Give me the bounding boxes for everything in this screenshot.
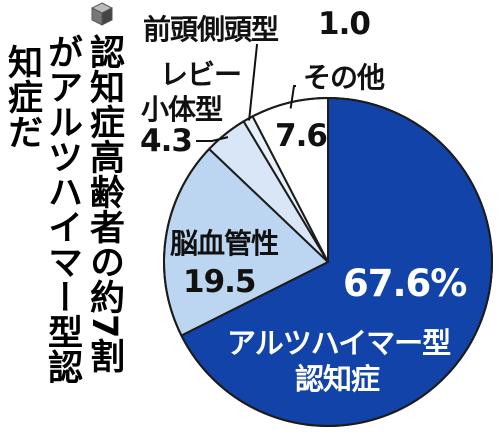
label-other-value: 7.6 (275, 118, 328, 154)
label-frontotemporal-name: 前頭側頭型 (143, 13, 279, 46)
label-lewy-value: 4.3 (140, 123, 193, 159)
pie-outline (163, 97, 493, 427)
label-alzheimer-name-line1: アルツハイマー型 (227, 326, 451, 360)
title-column-3: 知症だ (2, 44, 42, 149)
label-vascular-value: 19.5 (183, 264, 256, 300)
leader-lewy (196, 136, 229, 142)
label-lewy-name-line1: レビー (160, 58, 242, 91)
label-alzheimer-value: 67.6% (343, 262, 467, 305)
label-vascular-name: 脳血管性 (170, 227, 279, 260)
label-frontotemporal-value: 1.0 (318, 6, 371, 42)
label-other-name: その他 (303, 61, 385, 94)
leader-other (289, 85, 296, 109)
title-column-2: がアルツハイマー型認 (42, 34, 82, 384)
label-lewy-name-line2: 小体型 (141, 93, 223, 126)
cube-icon (90, 2, 114, 30)
leader-frontotemporal (248, 43, 259, 121)
title-column-1: 認知症高齢者の約7割 (84, 34, 124, 374)
label-alzheimer-name-line2: 認知症 (295, 362, 380, 396)
